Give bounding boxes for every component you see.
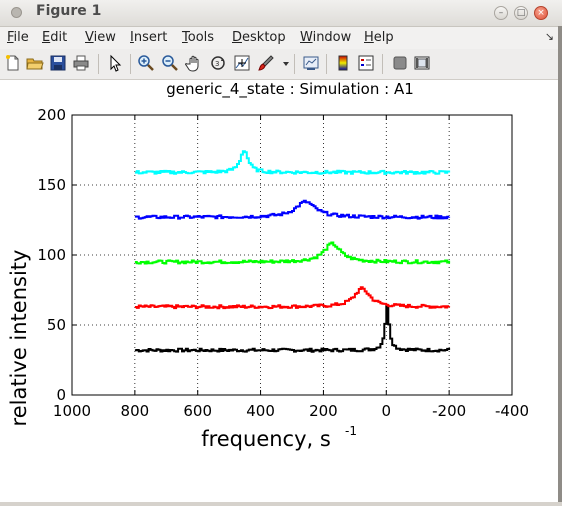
plot-area: generic_4_state : Simulation : A1 1000 80… — [0, 80, 562, 502]
zoom-out-icon[interactable] — [161, 54, 179, 72]
y-axis-label: relative intensity — [7, 250, 31, 427]
toolbar-separator — [382, 54, 383, 74]
pointer-icon[interactable] — [106, 54, 124, 72]
new-figure-icon[interactable] — [4, 54, 22, 72]
toolbar-separator — [326, 54, 327, 74]
x-tick-label: -200 — [432, 402, 466, 420]
window-icon — [11, 7, 22, 18]
menu-tools[interactable]: Tools — [182, 30, 215, 45]
rotate-icon[interactable]: 3 — [209, 54, 227, 72]
figure-toolbar: 3 — [0, 49, 562, 80]
minimize-button[interactable]: – — [494, 6, 508, 20]
axis-ticks: 1000 800 600 400 200 0 -200 -400 0 50 100 150 200 — [37, 106, 529, 420]
pan-icon[interactable] — [185, 54, 203, 72]
dropdown-arrow-icon[interactable] — [277, 54, 289, 72]
colorbar-icon[interactable] — [334, 54, 352, 72]
series-line-4 — [134, 150, 451, 175]
series-line-2 — [134, 241, 451, 265]
print-icon[interactable] — [72, 54, 90, 72]
menu-edit[interactable]: Edit — [42, 30, 68, 45]
series-group — [134, 150, 451, 353]
grid-lines — [72, 115, 512, 395]
hide-plot-tools-icon[interactable] — [391, 54, 409, 72]
y-tick-label: 150 — [37, 176, 66, 194]
window-border — [558, 26, 562, 502]
chart-svg[interactable]: generic_4_state : Simulation : A1 1000 80… — [0, 80, 562, 502]
x-tick-label: 400 — [246, 402, 275, 420]
toolbar-separator — [130, 54, 131, 74]
y-tick-label: 200 — [37, 106, 66, 124]
menu-desktop[interactable]: Desktop — [232, 30, 286, 45]
x-axis-label-superscript: -1 — [345, 424, 357, 438]
menu-view[interactable]: View — [85, 30, 116, 45]
y-tick-label: 50 — [47, 316, 66, 334]
save-icon[interactable] — [49, 54, 67, 72]
x-tick-label: 200 — [309, 402, 338, 420]
close-button[interactable]: × — [534, 6, 548, 20]
x-tick-label: 0 — [382, 402, 392, 420]
series-line-3 — [134, 199, 451, 220]
toolbar-separator — [98, 54, 99, 74]
zoom-in-icon[interactable] — [137, 54, 155, 72]
x-axis-label: frequency, s — [201, 427, 331, 451]
svg-text:3: 3 — [215, 60, 219, 68]
legend-icon[interactable] — [357, 54, 375, 72]
link-plot-icon[interactable] — [302, 54, 320, 72]
toolbar-separator — [294, 54, 295, 74]
chart-title: generic_4_state : Simulation : A1 — [166, 80, 414, 99]
menu-insert[interactable]: Insert — [130, 30, 168, 45]
show-plot-tools-icon[interactable] — [413, 54, 431, 72]
menu-bar: File Edit View Insert Tools Desktop Wind… — [0, 27, 562, 49]
x-axis-label-group: frequency, s -1 — [201, 424, 357, 451]
series-line-0 — [134, 304, 451, 353]
x-tick-label: -400 — [495, 402, 529, 420]
menu-help[interactable]: Help — [364, 30, 394, 45]
x-tick-label: 1000 — [53, 402, 91, 420]
series-line-1 — [134, 286, 451, 310]
dock-arrow-icon[interactable]: ↘ — [544, 30, 554, 43]
maximize-button[interactable]: □ — [514, 6, 528, 20]
menu-file[interactable]: File — [7, 30, 29, 45]
title-bar[interactable]: Figure 1 – □ × — [0, 0, 562, 27]
window-title: Figure 1 — [36, 3, 102, 19]
y-tick-label: 100 — [37, 246, 66, 264]
x-tick-label: 800 — [121, 402, 150, 420]
menu-window[interactable]: Window — [300, 30, 352, 45]
data-cursor-icon[interactable] — [233, 54, 251, 72]
brush-icon[interactable] — [257, 54, 275, 72]
x-tick-label: 600 — [183, 402, 212, 420]
y-tick-label: 0 — [56, 386, 66, 404]
open-file-icon[interactable] — [26, 54, 44, 72]
